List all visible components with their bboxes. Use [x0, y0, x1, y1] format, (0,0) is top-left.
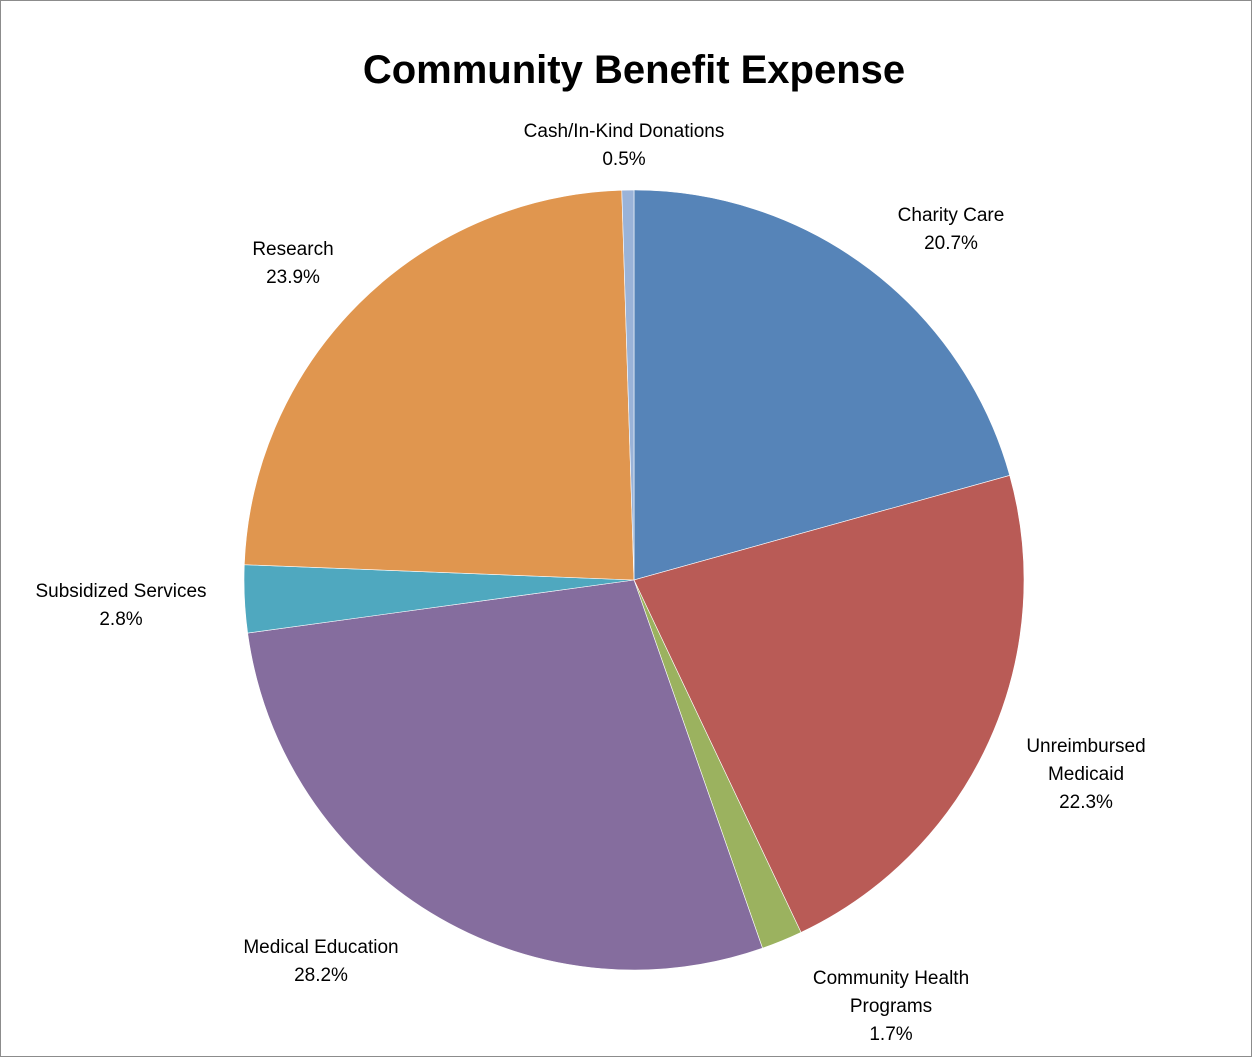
- pie-slice: [243, 189, 635, 581]
- slice-category-label: Unreimbursed: [1026, 736, 1145, 757]
- pie-slice: [621, 189, 635, 581]
- pie-labels: Charity Care 20.7% Unreimbursed Medicaid 22.…: [35, 121, 1145, 1045]
- slice-value-label: 23.9%: [266, 267, 320, 288]
- chart-title: Community Benefit Expense: [363, 48, 905, 92]
- slice-value-label: 28.2%: [294, 965, 348, 986]
- slice-category-label: Subsidized Services: [35, 581, 206, 602]
- pie-slice: [247, 579, 763, 971]
- slice-category-label: Medicaid: [1048, 764, 1124, 785]
- pie-slice: [633, 189, 1011, 581]
- slice-category-label: Medical Education: [243, 937, 398, 958]
- slice-category-label: Community Health: [813, 968, 969, 989]
- slice-value-label: 20.7%: [924, 233, 978, 254]
- slice-value-label: 0.5%: [602, 149, 645, 170]
- slice-value-label: 2.8%: [99, 609, 142, 630]
- slice-category-label: Programs: [850, 996, 932, 1017]
- slice-category-label: Charity Care: [898, 205, 1005, 226]
- slice-value-label: 22.3%: [1059, 792, 1113, 813]
- slice-category-label: Cash/In-Kind Donations: [524, 121, 725, 142]
- pie-slice: [633, 475, 1025, 933]
- pie-slices: [243, 189, 1025, 971]
- slice-value-label: 1.7%: [869, 1024, 912, 1045]
- slice-category-label: Research: [252, 239, 333, 260]
